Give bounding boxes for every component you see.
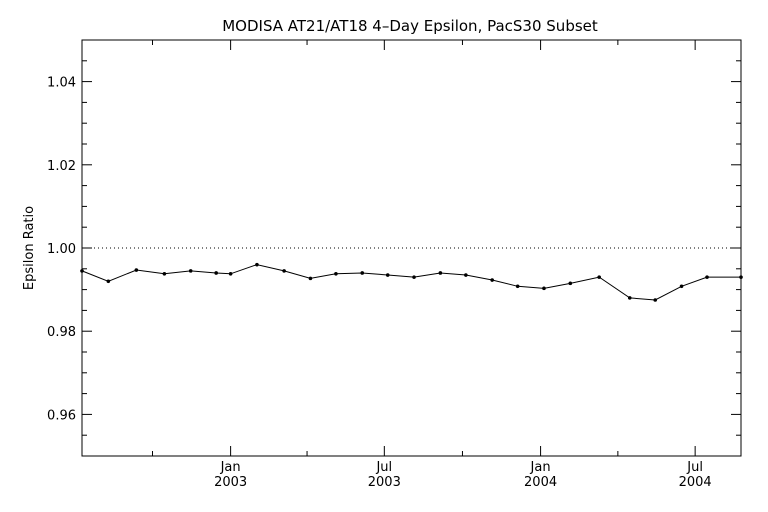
x-tick-label-year: 2004 xyxy=(679,475,712,490)
data-point xyxy=(464,273,468,277)
data-point xyxy=(739,275,743,279)
data-point xyxy=(568,281,573,286)
data-point xyxy=(515,284,520,289)
series-line xyxy=(81,264,741,301)
y-axis-label: Epsilon Ratio xyxy=(22,206,37,290)
x-tick-label-year: 2004 xyxy=(524,475,557,490)
x-tick-label-year: 2003 xyxy=(368,475,401,490)
data-point xyxy=(438,271,443,275)
data-point xyxy=(282,269,286,273)
x-tick-label-month: Jul xyxy=(375,460,392,475)
series-epsilon xyxy=(80,262,743,302)
data-point xyxy=(490,278,494,282)
y-tick-label: 1.04 xyxy=(47,76,76,91)
data-point xyxy=(106,279,111,284)
data-point xyxy=(162,271,167,276)
data-point xyxy=(597,275,601,279)
y-tick-label: 0.98 xyxy=(47,325,76,340)
data-point xyxy=(360,271,365,275)
y-tick-label: 0.96 xyxy=(47,408,76,423)
x-tick-label-month: Jan xyxy=(530,460,551,475)
x-tick-label-month: Jan xyxy=(220,460,241,475)
data-point xyxy=(134,268,139,272)
data-point xyxy=(679,284,684,289)
tick-labels: 0.960.981.001.021.04Jan2003Jul2003Jan200… xyxy=(47,76,712,490)
chart-title: MODISA AT21/AT18 4–Day Epsilon, PacS30 S… xyxy=(222,17,598,35)
x-tick-label-month: Jul xyxy=(686,460,703,475)
data-point xyxy=(334,271,338,276)
x-tick-label-year: 2003 xyxy=(214,475,247,490)
data-point xyxy=(214,271,218,275)
data-point xyxy=(705,275,709,279)
data-point xyxy=(412,275,416,279)
data-point xyxy=(385,273,390,277)
data-point xyxy=(255,262,259,267)
y-tick-label: 1.00 xyxy=(47,242,76,257)
data-point xyxy=(228,271,233,276)
data-point xyxy=(627,296,632,300)
data-point xyxy=(80,269,84,273)
data-point xyxy=(542,286,546,291)
y-tick-label: 1.02 xyxy=(47,159,76,174)
data-point xyxy=(653,298,658,302)
data-point xyxy=(188,269,193,273)
axis-ticks xyxy=(82,39,741,457)
data-point xyxy=(308,276,313,281)
